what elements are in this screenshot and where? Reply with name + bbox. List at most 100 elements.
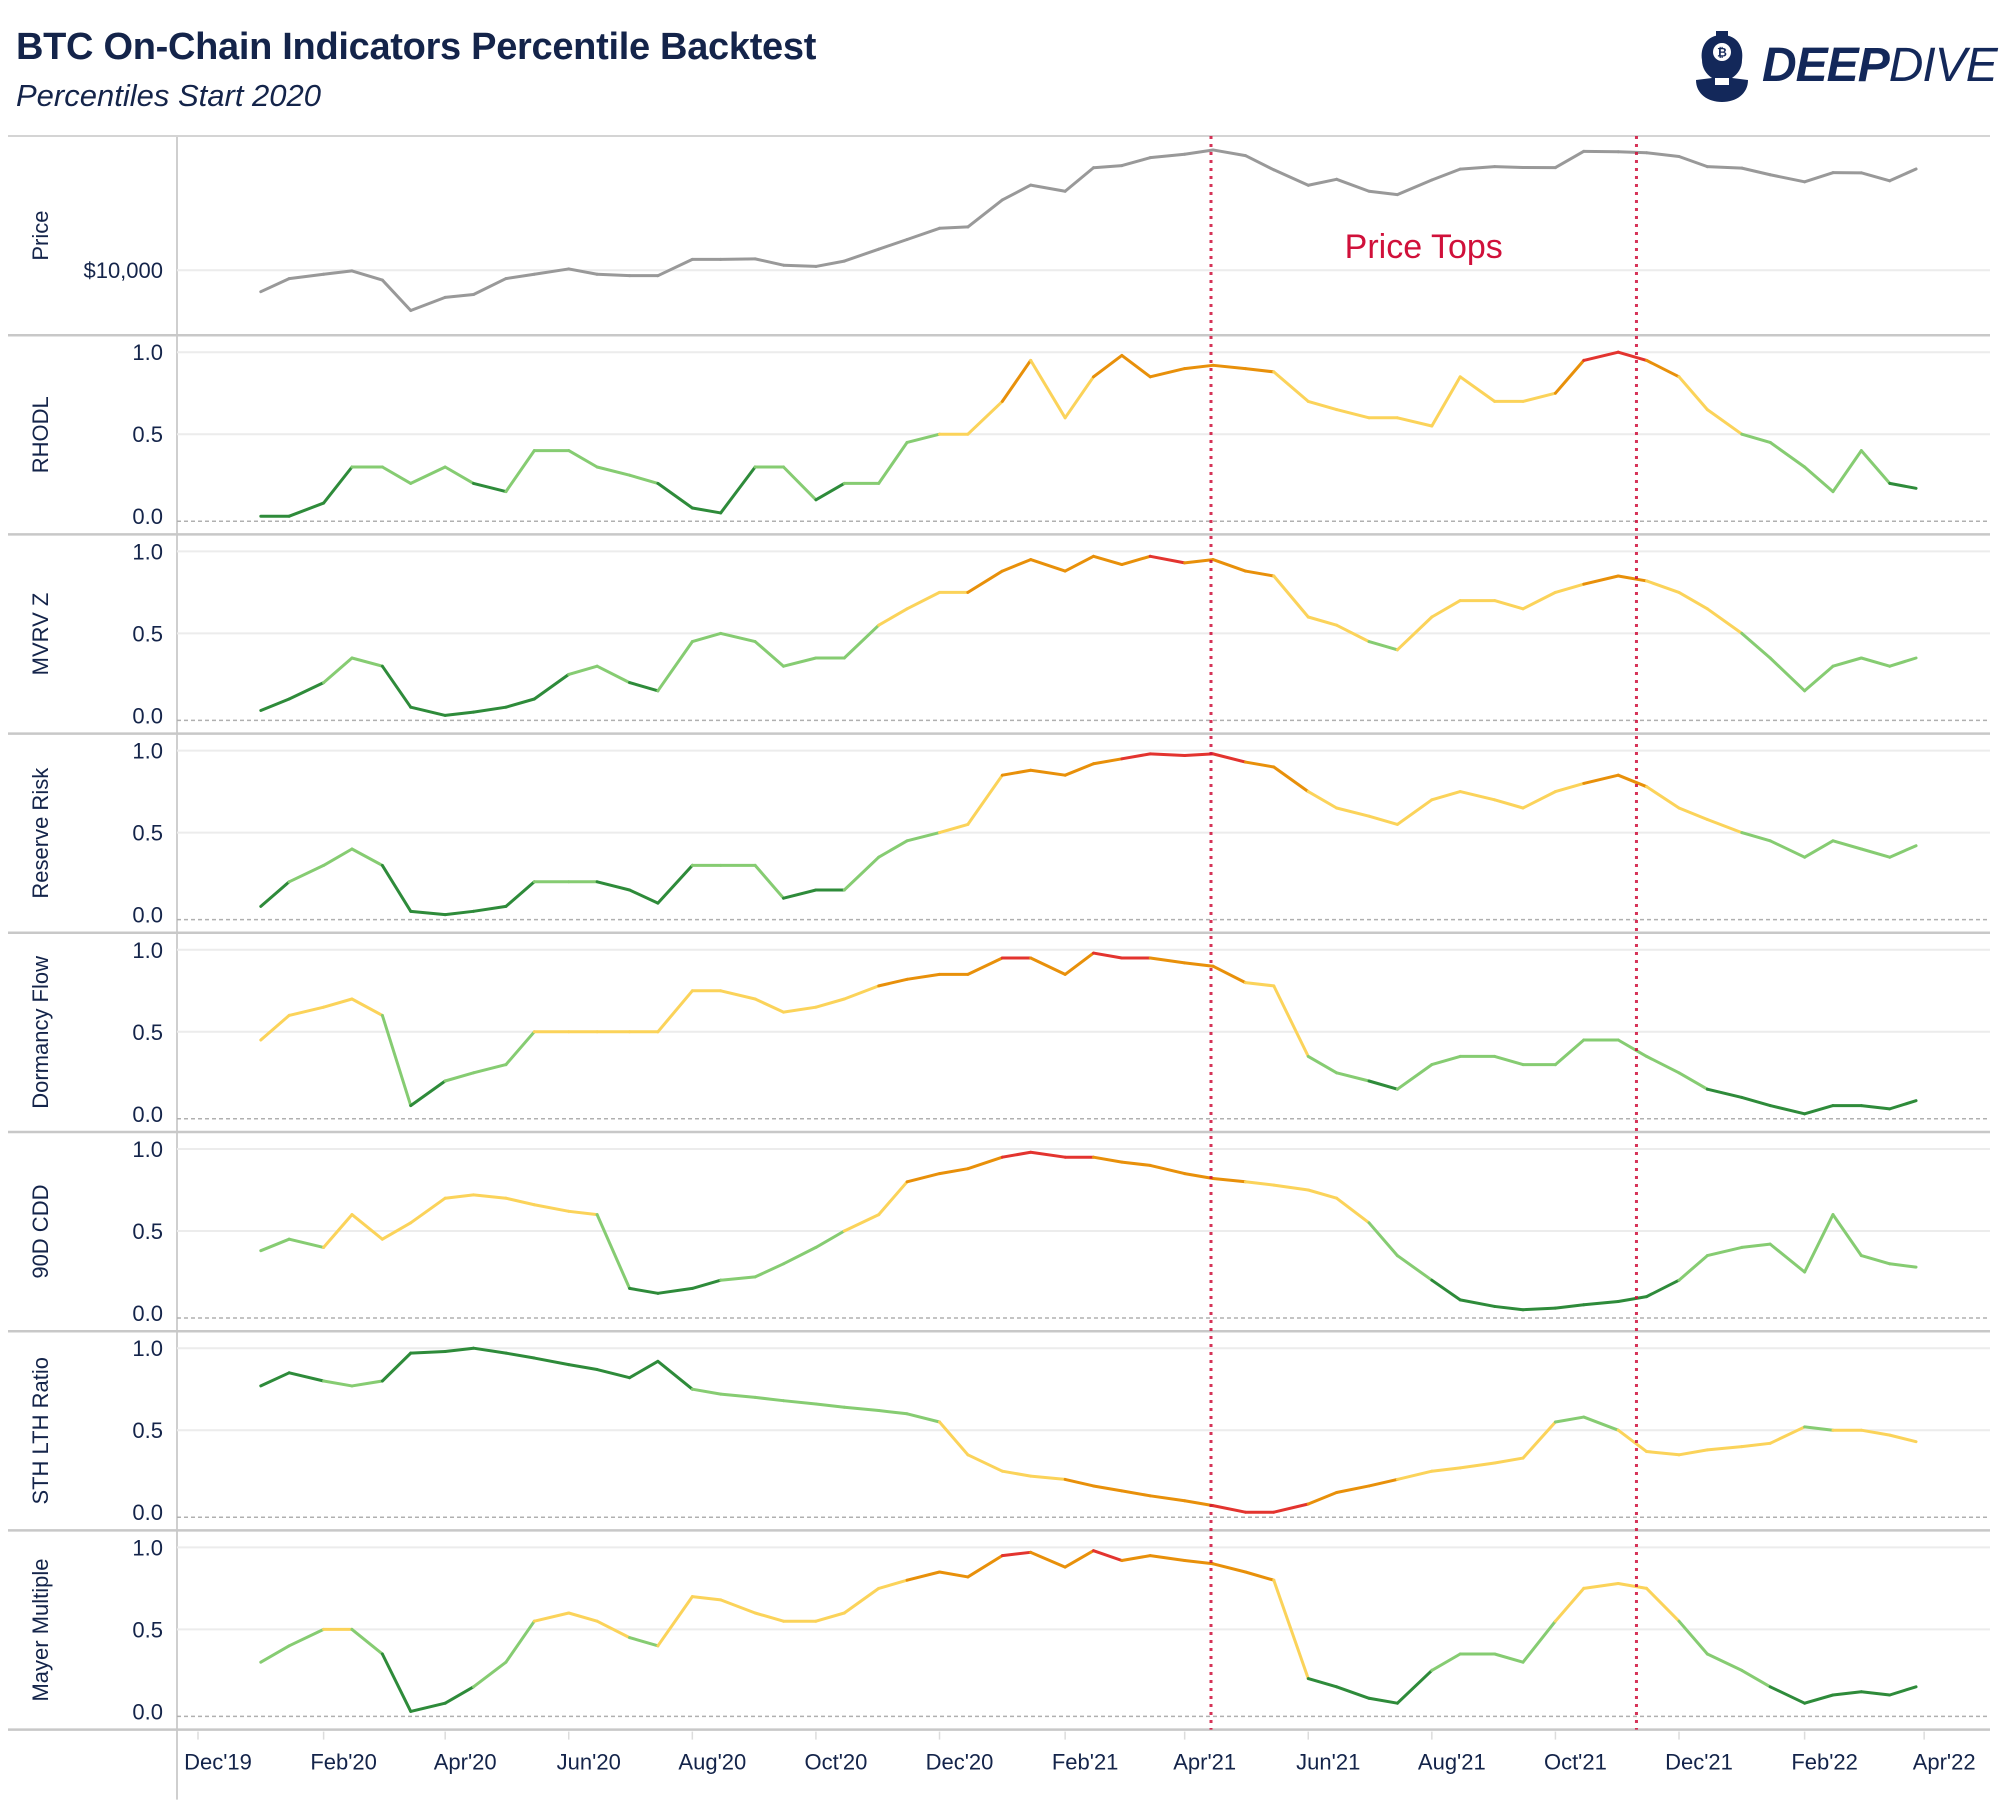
series-segment (1367, 1696, 1399, 1705)
series-segment (1677, 590, 1709, 611)
series-segment (753, 1395, 786, 1403)
series-segment (380, 465, 413, 485)
series-segment (1859, 1254, 1892, 1266)
series-segment (1803, 171, 1835, 184)
series-segment (1705, 1087, 1744, 1099)
y-tick-label: 0.0 (132, 504, 163, 529)
series-segment (1553, 1303, 1586, 1310)
series-segment (1211, 1177, 1247, 1184)
y-tick-label: 0.5 (132, 1617, 163, 1642)
series-segment (1272, 1183, 1310, 1192)
series-segment (753, 863, 786, 900)
series-segment (1553, 781, 1586, 794)
series-segment (1029, 1550, 1067, 1569)
series-segment (1645, 1586, 1681, 1623)
panel-90d-cdd: 90D CDD 0.0 0.5 1.0 (8, 1137, 1990, 1333)
series-segment (1458, 375, 1497, 403)
series-segment (1859, 1428, 1892, 1437)
series-segment (443, 1685, 476, 1705)
series-segment (1306, 1054, 1339, 1075)
series-segment (1859, 171, 1892, 183)
series-segment (719, 1392, 757, 1399)
x-tick-label: Aug'20 (678, 1750, 746, 1775)
series-segment (690, 506, 723, 515)
series-segment (1183, 1172, 1215, 1181)
series-segment (409, 1196, 447, 1225)
series-segment (380, 1013, 413, 1108)
panel-label: Reserve Risk (28, 767, 53, 899)
series-segment (287, 1627, 326, 1648)
series-segment (1000, 768, 1033, 777)
series-segment (628, 473, 660, 485)
y-tick-label: 1.0 (132, 739, 163, 764)
series-segment (905, 831, 942, 843)
series-segment (532, 1611, 571, 1623)
series-segment (1335, 1685, 1371, 1700)
series-segment (1740, 166, 1772, 177)
series-segment (1430, 790, 1462, 802)
series-segment (1768, 1685, 1807, 1705)
series-segment (905, 1570, 942, 1582)
y-tick-label: 1.0 (132, 1137, 163, 1162)
logo-wordmark: DEEPDIVE (1762, 39, 1998, 92)
series-segment (1705, 1245, 1744, 1258)
x-tick-label: Aug'21 (1418, 1750, 1486, 1775)
series-segment (259, 1237, 291, 1253)
series-segment (1582, 574, 1620, 586)
series-segment (472, 1660, 508, 1689)
series-segment (1582, 1300, 1620, 1307)
series-segment (472, 1193, 508, 1200)
panel-label: Dormancy Flow (28, 956, 53, 1109)
series-segment (443, 710, 476, 717)
series-segment (719, 989, 757, 1001)
series-segment (1521, 790, 1557, 810)
series-segment (567, 449, 599, 469)
series-segment (504, 1030, 536, 1067)
series-segment (1677, 1071, 1709, 1091)
series-segment (1306, 1677, 1339, 1689)
series-segment (1705, 607, 1744, 635)
series-segment (1335, 1484, 1371, 1495)
series-segment (842, 1213, 881, 1233)
series-segment (532, 267, 571, 276)
series-segment (1705, 165, 1744, 170)
series-segment (1553, 1415, 1586, 1424)
series-segment (1740, 1668, 1772, 1689)
series-segment (350, 847, 384, 867)
series-segment (1740, 631, 1772, 660)
series-segment (966, 1155, 1004, 1171)
series-segment (1367, 640, 1399, 652)
series-segment (905, 1172, 942, 1184)
series-segment (1148, 1163, 1187, 1176)
series-segment (1645, 1054, 1681, 1075)
series-segment (595, 880, 632, 892)
panel-mvrv-z: MVRV Z 0.0 0.5 1.0 (8, 539, 1990, 735)
series-segment (842, 1586, 881, 1615)
series-segment (380, 1652, 413, 1713)
series-segment (472, 277, 508, 296)
series-segment (409, 909, 447, 917)
series-segment (905, 1412, 942, 1424)
series-segment (409, 705, 447, 717)
series-segment (287, 501, 326, 518)
series-segment (877, 977, 909, 988)
series-segment (504, 1196, 536, 1207)
series-segment (966, 1554, 1004, 1579)
series-segment (1616, 574, 1649, 583)
series-segment (1458, 1298, 1497, 1308)
series-segment (443, 1346, 476, 1353)
series-segment (1120, 554, 1152, 567)
series-segment (656, 1359, 694, 1391)
series-segment (1367, 1079, 1399, 1091)
series-segment (905, 226, 942, 242)
series-segment (1243, 1570, 1276, 1582)
series-segment (938, 225, 970, 230)
series-segment (472, 1346, 508, 1355)
series-segment (1493, 798, 1525, 810)
series-segment (259, 880, 291, 908)
series-segment (472, 1063, 508, 1075)
series-segment (409, 1701, 447, 1713)
series-segment (842, 855, 881, 892)
series-segment (1211, 752, 1247, 764)
series-segment (1183, 1559, 1215, 1566)
